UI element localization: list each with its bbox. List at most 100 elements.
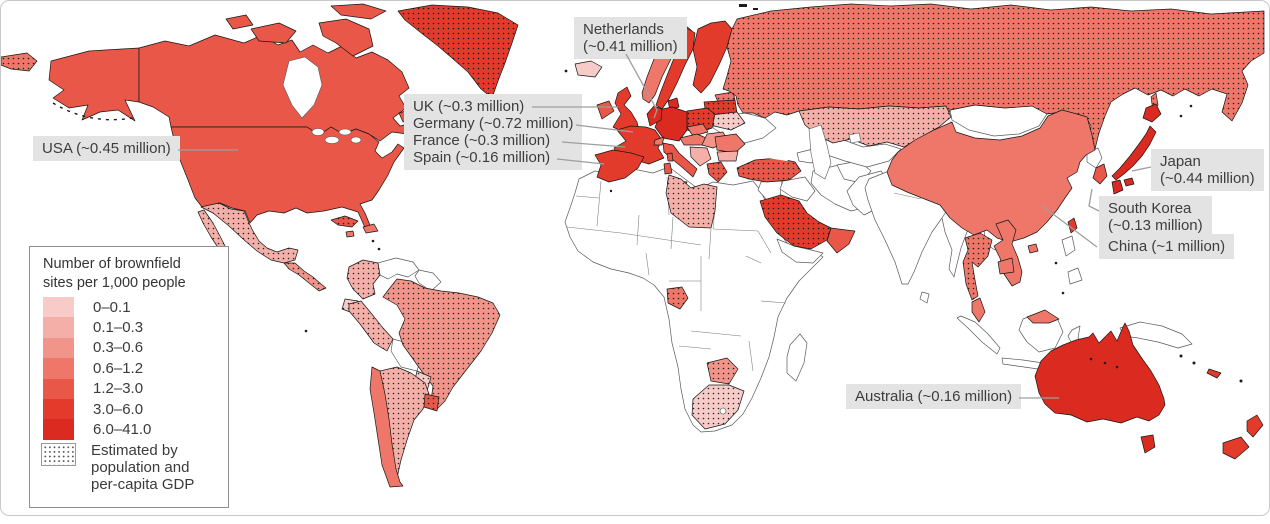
island-new-caledonia bbox=[1206, 368, 1222, 379]
estimated-pattern-swatch bbox=[41, 443, 76, 466]
caspian-sea bbox=[808, 124, 832, 180]
country-japan-kyushu bbox=[1111, 179, 1124, 195]
legend: Number of brownfield sites per 1,000 peo… bbox=[29, 246, 229, 508]
country-belarus bbox=[710, 111, 746, 131]
island-hainan bbox=[1027, 243, 1039, 254]
label-europe-group: UK (~0.3 million) Germany (~0.72 million… bbox=[404, 94, 583, 170]
island-arctic-small bbox=[225, 14, 254, 30]
aral-sea bbox=[848, 132, 862, 144]
world-map bbox=[1, 3, 1265, 488]
island-jamaica bbox=[345, 230, 355, 238]
annotation-line: Germany (~0.72 million) bbox=[413, 115, 574, 132]
label-china: China (~1 million) bbox=[1099, 234, 1235, 259]
label-usa: USA (~0.45 million) bbox=[33, 136, 180, 161]
lesotho bbox=[719, 407, 727, 415]
label-japan: Japan (~0.44 million) bbox=[1151, 149, 1264, 191]
legend-estimated-line: population and bbox=[91, 459, 190, 476]
country-finland bbox=[692, 20, 733, 94]
island-sardinia bbox=[663, 162, 673, 175]
country-new-zealand-south bbox=[1222, 436, 1250, 460]
legend-estimated: Estimated by population and per-capita G… bbox=[41, 442, 194, 493]
country-turkey bbox=[736, 157, 802, 183]
legend-title-line: sites per 1,000 people bbox=[43, 275, 186, 291]
lakes bbox=[282, 56, 862, 415]
country-bulgaria bbox=[716, 150, 739, 162]
legend-range: 3.0–6.0 bbox=[93, 400, 144, 418]
region-central-america bbox=[283, 262, 327, 292]
country-balkans bbox=[689, 146, 712, 167]
country-spain-portugal bbox=[594, 149, 645, 183]
legend-swatch bbox=[43, 317, 74, 338]
legend-row: 0–0.1 bbox=[43, 297, 151, 318]
legend-title-line: Number of brownfield bbox=[43, 256, 181, 272]
annotation-line: South Korea bbox=[1108, 200, 1192, 217]
country-peru bbox=[348, 300, 394, 352]
country-botswana bbox=[706, 357, 739, 385]
legend-range: 6.0–41.0 bbox=[93, 421, 152, 439]
country-japan-honshu bbox=[1111, 125, 1157, 181]
legend-swatch bbox=[43, 378, 74, 399]
legend-title: Number of brownfield sites per 1,000 peo… bbox=[43, 255, 186, 293]
country-austria bbox=[679, 133, 707, 146]
country-chile bbox=[369, 366, 404, 488]
legend-row: 3.0–6.0 bbox=[43, 398, 151, 420]
legend-row: 0.3–0.6 bbox=[43, 337, 151, 359]
country-australia bbox=[1034, 322, 1166, 424]
legend-swatch bbox=[43, 398, 74, 420]
country-ireland bbox=[596, 100, 615, 120]
country-russia bbox=[722, 3, 1265, 150]
country-vietnam bbox=[993, 219, 1023, 287]
country-uruguay bbox=[423, 393, 440, 412]
great-lake bbox=[324, 136, 340, 144]
great-lake bbox=[338, 128, 352, 136]
country-malaysia-borneo bbox=[1026, 309, 1060, 324]
legend-swatch bbox=[43, 297, 74, 318]
country-libya bbox=[665, 174, 718, 229]
country-japan-hokkaido bbox=[1142, 103, 1162, 123]
country-taiwan bbox=[1067, 217, 1078, 234]
island-ellesmere bbox=[330, 3, 387, 20]
island-mindanao bbox=[1067, 267, 1083, 285]
country-cambodia bbox=[997, 257, 1015, 275]
island-baffin bbox=[318, 18, 374, 57]
annotation-line: (~0.13 million) bbox=[1108, 217, 1203, 234]
legend-range: 0.6–1.2 bbox=[93, 359, 144, 377]
legend-estimated-line: per-capita GDP bbox=[91, 476, 195, 493]
country-alaska bbox=[48, 47, 140, 122]
legend-scale: 0–0.1 0.1–0.3 0.3–0.6 0.6–1.2 1.2–3.0 3.… bbox=[43, 297, 151, 440]
country-canada bbox=[138, 34, 413, 142]
label-south-korea: South Korea (~0.13 million) bbox=[1099, 196, 1212, 238]
country-south-korea bbox=[1092, 163, 1108, 185]
legend-estimated-label: Estimated by population and per-capita G… bbox=[91, 442, 194, 493]
island-hispaniola bbox=[362, 223, 379, 234]
island-specks bbox=[52, 4, 1243, 383]
country-south-africa bbox=[691, 384, 745, 430]
colored-countries bbox=[1, 3, 1265, 488]
annotation-line: China (~1 million) bbox=[1108, 238, 1226, 255]
legend-swatch bbox=[43, 358, 74, 379]
annotation-line: Netherlands bbox=[583, 21, 664, 38]
country-sri-lanka bbox=[919, 291, 930, 304]
country-czechia bbox=[686, 123, 709, 137]
hudson-bay bbox=[282, 56, 323, 119]
country-gabon bbox=[666, 286, 689, 310]
country-switzerland bbox=[653, 136, 665, 146]
country-malaysia bbox=[971, 297, 986, 323]
legend-row: 6.0–41.0 bbox=[43, 419, 152, 440]
annotation-line: Japan bbox=[1160, 153, 1201, 170]
country-venezuela bbox=[377, 257, 420, 280]
island-luzon bbox=[1061, 235, 1076, 257]
island-victoria bbox=[250, 22, 297, 44]
label-australia: Australia (~0.16 million) bbox=[846, 384, 1022, 409]
annotation-line: UK (~0.3 million) bbox=[413, 98, 525, 115]
legend-row: 1.2–3.0 bbox=[43, 378, 151, 399]
aleutians bbox=[52, 102, 134, 121]
annotation-line: USA (~0.45 million) bbox=[42, 140, 171, 157]
legend-range: 1.2–3.0 bbox=[93, 380, 144, 398]
island-sumatra bbox=[956, 315, 1001, 355]
country-brazil bbox=[382, 278, 501, 410]
island-corsica bbox=[666, 152, 674, 162]
country-tasmania bbox=[1140, 434, 1156, 454]
country-colombia bbox=[346, 259, 381, 300]
country-oman-uae bbox=[826, 227, 856, 254]
